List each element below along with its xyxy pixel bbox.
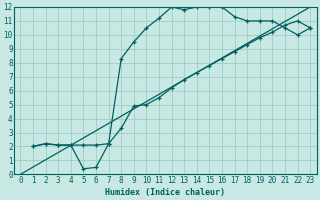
X-axis label: Humidex (Indice chaleur): Humidex (Indice chaleur) <box>105 188 225 197</box>
